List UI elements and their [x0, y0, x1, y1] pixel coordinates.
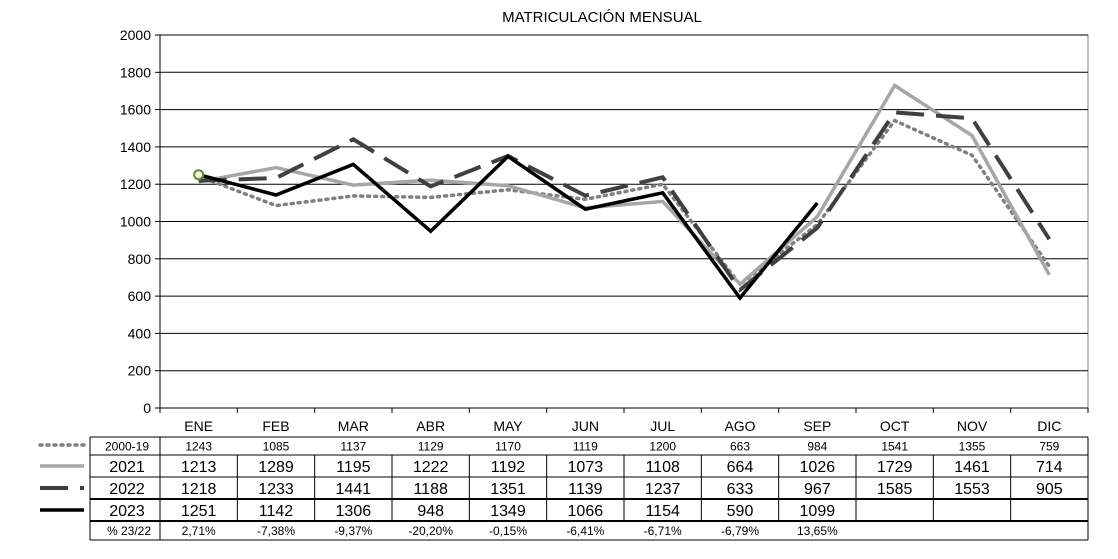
table-row-header: 2023 [109, 503, 145, 520]
y-tick-label: 0 [143, 400, 151, 416]
y-axis: 0 200 400 600 800 1000 1200 1400 1600 1800 2000 [120, 27, 161, 416]
grid-lines [160, 34, 1088, 372]
data-label: 1073 [568, 459, 604, 476]
data-label: 967 [804, 481, 831, 498]
data-label: 1154 [645, 503, 680, 520]
data-label: 1026 [800, 459, 836, 476]
y-tick-label: 1200 [120, 176, 151, 192]
data-label: 1200 [649, 439, 676, 453]
series-line-2022 [198, 110, 1051, 293]
y-tick-label: 800 [128, 251, 152, 267]
x-tick-label: AGO [724, 418, 755, 434]
x-tick-label: OCT [880, 418, 910, 434]
data-label: 633 [727, 481, 754, 498]
data-label: 1085 [263, 439, 290, 453]
data-label: 1188 [413, 481, 448, 498]
x-tick-label: SEP [803, 418, 831, 434]
pct-label: -6,79% [721, 524, 759, 538]
pct-label: -20,20% [408, 524, 453, 538]
data-label: 1251 [181, 503, 217, 520]
pct-label: 13,65% [797, 524, 838, 538]
x-tick-label: MAR [338, 418, 369, 434]
data-label: 1218 [181, 481, 217, 498]
data-label: 948 [417, 503, 444, 520]
data-label: 984 [807, 439, 827, 453]
chart-title: MATRICULACIÓN MENSUAL [502, 9, 702, 26]
pct-label: -6,41% [566, 524, 604, 538]
x-tick-label: ABR [416, 418, 445, 434]
data-label: 1108 [645, 459, 680, 476]
x-tick-label: DIC [1037, 418, 1061, 434]
data-label: 759 [1039, 439, 1059, 453]
data-label: 1237 [645, 481, 681, 498]
data-label: 1139 [568, 481, 603, 498]
x-tick-label: NOV [957, 418, 988, 434]
data-label: 1129 [418, 439, 444, 453]
table-row-header: 2021 [109, 459, 145, 476]
y-tick-label: 200 [128, 363, 152, 379]
x-tick-label: ENE [184, 418, 213, 434]
data-label: 1585 [877, 481, 913, 498]
data-label: 1461 [954, 459, 990, 476]
y-tick-label: 2000 [120, 27, 151, 43]
y-tick-label: 400 [128, 325, 152, 341]
data-label: 1195 [336, 459, 371, 476]
data-label: 1222 [413, 459, 449, 476]
series-line-2021 [198, 83, 1051, 287]
series-line-2023 [198, 154, 819, 301]
data-label: 663 [730, 439, 750, 453]
data-label: 1233 [258, 481, 294, 498]
x-tick-label: FEB [262, 418, 289, 434]
pct-label: -9,37% [334, 524, 372, 538]
y-tick-label: 1600 [120, 102, 151, 118]
table-row-header: % 23/22 [107, 524, 151, 538]
data-label: 1349 [490, 503, 526, 520]
data-label: 905 [1036, 481, 1063, 498]
y-tick-label: 1800 [120, 64, 151, 80]
data-label: 1066 [568, 503, 604, 520]
series-line-2000-19 [196, 118, 1052, 287]
data-label: 1729 [877, 459, 913, 476]
y-tick-label: 1000 [120, 214, 151, 230]
table-row-header: 2000-19 [105, 439, 149, 453]
x-axis: ENE FEB MAR ABR MAY JUN JUL AGO SEP OCT NOV DIC [159, 407, 1089, 434]
x-tick-label: MAY [493, 418, 523, 434]
series-lines [193, 83, 1052, 301]
data-label: 1243 [185, 439, 212, 453]
pct-label: -0,15% [489, 524, 527, 538]
highlight-marker [193, 169, 205, 181]
data-label: 1137 [340, 439, 366, 453]
table-row-header: 2022 [109, 481, 145, 498]
data-label: 664 [727, 459, 754, 476]
x-tick-label: JUN [572, 418, 599, 434]
data-label: 1306 [336, 503, 372, 520]
data-label: 1355 [959, 439, 986, 453]
x-tick-label: JUL [650, 418, 675, 434]
data-label: 1351 [490, 481, 526, 498]
pct-label: -6,71% [644, 524, 682, 538]
data-label: 1119 [573, 439, 598, 453]
y-tick-label: 1400 [120, 139, 151, 155]
data-label: 1213 [181, 459, 217, 476]
y-tick-label: 600 [128, 288, 152, 304]
data-label: 1142 [259, 503, 294, 520]
data-label: 714 [1036, 459, 1063, 476]
pct-label: 2,71% [182, 524, 216, 538]
data-label: 590 [727, 503, 754, 520]
data-label: 1099 [800, 503, 836, 520]
pct-label: -7,38% [257, 524, 295, 538]
data-label: 1441 [336, 481, 372, 498]
data-label: 1541 [881, 439, 908, 453]
data-label: 1192 [491, 459, 526, 476]
data-label: 1289 [258, 459, 294, 476]
data-label: 1553 [954, 481, 990, 498]
data-label: 1170 [495, 439, 521, 453]
data-table: 2000-19 1243 1085 1137 1129 1170 1119 1200 663 98… [38, 436, 1089, 541]
